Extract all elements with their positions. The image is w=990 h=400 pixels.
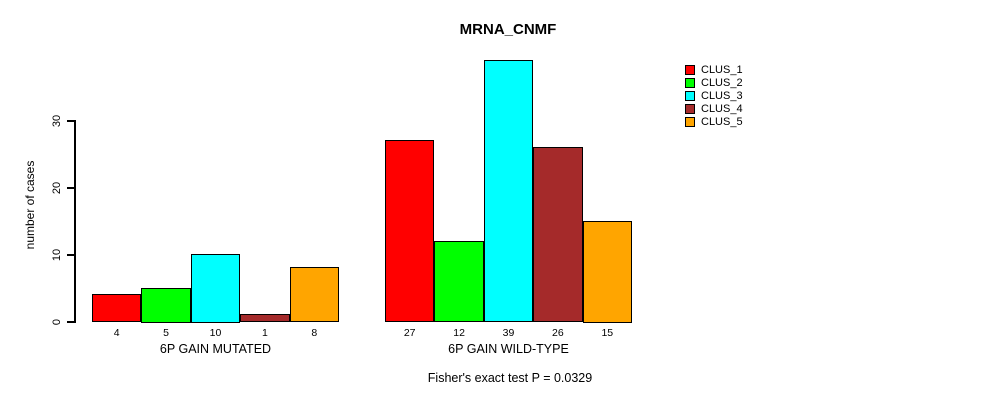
bar-clus_3-group1 <box>190 254 241 323</box>
legend-label: CLUS_1 <box>701 63 743 76</box>
y-tick-label: 10 <box>51 248 63 261</box>
bar-clus_3-group2 <box>483 59 534 323</box>
legend-row: CLUS_5 <box>685 115 743 128</box>
bar-clus_5-group1 <box>289 267 339 323</box>
bar-value-label: 39 <box>502 327 515 339</box>
bar-clus_5-group2 <box>582 220 632 323</box>
legend-label: CLUS_3 <box>701 89 743 102</box>
y-tick-label: 0 <box>51 318 63 325</box>
bar-value-label: 10 <box>209 327 222 339</box>
caption: Fisher's exact test P = 0.0329 <box>427 371 593 385</box>
y-tick-label: 30 <box>51 114 63 127</box>
bar-clus_1-group1 <box>92 294 142 323</box>
y-tick <box>67 187 74 189</box>
legend-label: CLUS_4 <box>701 102 743 115</box>
y-tick <box>67 120 74 122</box>
legend-row: CLUS_1 <box>685 63 743 76</box>
bar-value-label: 5 <box>163 327 169 339</box>
group-label: 6P GAIN WILD-TYPE <box>448 342 569 356</box>
bar-value-label: 12 <box>453 327 465 339</box>
bar-value-label: 15 <box>601 327 614 339</box>
y-tick <box>67 321 74 323</box>
bar-value-label: 8 <box>311 327 318 339</box>
chart-title: MRNA_CNMF <box>459 21 557 38</box>
bar-value-label: 27 <box>403 327 416 339</box>
bar-clus_1-group2 <box>385 140 435 323</box>
legend: CLUS_1 CLUS_2 CLUS_3 CLUS_4 CLUS_5 <box>685 63 743 128</box>
legend-row: CLUS_3 <box>685 89 743 102</box>
legend-row: CLUS_2 <box>685 76 743 89</box>
bar-clus_4-group1 <box>240 314 290 323</box>
y-tick <box>67 254 74 256</box>
bar-value-label: 4 <box>113 327 120 339</box>
y-axis <box>74 120 76 323</box>
legend-label: CLUS_5 <box>701 115 743 128</box>
bar-value-label: 26 <box>552 327 564 339</box>
bar-clus_2-group2 <box>434 240 484 323</box>
y-tick-label: 20 <box>51 181 63 194</box>
bar-value-label: 1 <box>261 327 268 339</box>
legend-swatch-clus_1 <box>685 64 695 75</box>
bar-clus_2-group1 <box>141 287 191 323</box>
legend-row: CLUS_4 <box>685 102 743 115</box>
legend-swatch-clus_3 <box>685 90 695 101</box>
group-label: 6P GAIN MUTATED <box>159 342 272 356</box>
legend-swatch-clus_2 <box>685 77 695 88</box>
legend-swatch-clus_4 <box>685 103 695 114</box>
y-axis-label: number of cases <box>23 160 37 250</box>
legend-swatch-clus_5 <box>685 116 695 127</box>
bar-clus_4-group2 <box>533 146 583 323</box>
legend-label: CLUS_2 <box>701 76 743 89</box>
